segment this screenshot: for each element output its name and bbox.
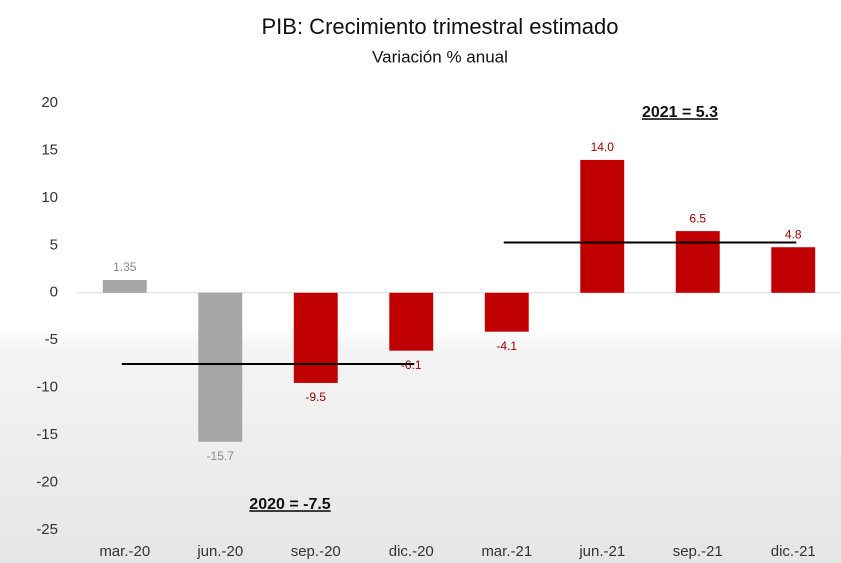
y-tick-label: -15	[36, 426, 58, 443]
x-tick-label: jun.-21	[578, 543, 625, 560]
y-tick-label: 0	[50, 284, 58, 301]
bar	[675, 231, 720, 293]
value-label: 14.0	[591, 140, 615, 154]
x-tick-label: mar.-20	[99, 543, 150, 560]
y-tick-label: -10	[36, 379, 58, 396]
value-label: 6.5	[689, 211, 706, 225]
y-tick-label: -20	[36, 474, 58, 491]
x-tick-label: dic.-21	[771, 543, 816, 560]
x-tick-label: mar.-21	[481, 543, 532, 560]
bar	[771, 247, 816, 293]
value-label: 4.8	[785, 227, 802, 241]
bar	[102, 279, 147, 293]
y-tick-label: -5	[45, 331, 58, 348]
annotation: 2021 = 5.3	[642, 104, 718, 121]
x-tick-label: jun.-20	[196, 543, 243, 560]
bar	[293, 292, 338, 383]
chart-title: PIB: Crecimiento trimestral estimado	[262, 14, 619, 39]
x-tick-label: sep.-21	[673, 543, 723, 560]
value-label: -15.7	[207, 449, 235, 463]
bar	[580, 159, 625, 293]
value-label: -9.5	[305, 390, 326, 404]
chart-subtitle: Variación % anual	[372, 47, 508, 66]
annotation: 2020 = -7.5	[249, 496, 331, 513]
x-tick-label: sep.-20	[291, 543, 341, 560]
y-tick-label: 15	[41, 141, 58, 158]
y-tick-label: 20	[41, 94, 58, 111]
x-tick-label: dic.-20	[389, 543, 434, 560]
bar	[389, 292, 434, 351]
bar	[198, 292, 243, 442]
value-label: 1.35	[113, 260, 137, 274]
y-tick-label: 10	[41, 189, 58, 206]
y-tick-label: -25	[36, 521, 58, 538]
bar	[484, 292, 529, 332]
value-label: -4.1	[496, 339, 517, 353]
y-tick-label: 5	[50, 236, 58, 253]
